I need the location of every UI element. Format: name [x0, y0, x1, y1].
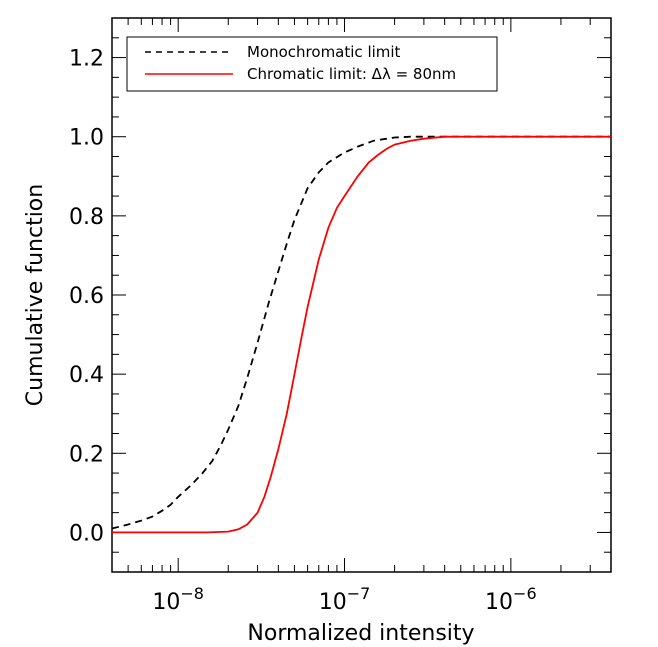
y-tick-label: 0.0 — [69, 521, 104, 546]
y-tick-label: 1.0 — [69, 126, 104, 151]
series-layer — [111, 135, 611, 534]
legend: Monochromatic limit Chromatic limit: Δλ … — [126, 36, 498, 92]
x-axis-title: Normalized intensity — [247, 621, 474, 646]
legend-box — [126, 36, 498, 92]
legend-label-monochromatic: Monochromatic limit — [247, 43, 401, 61]
y-tick-label: 0.4 — [69, 363, 104, 388]
axis-ticks: 0.0 0.2 0.4 0.6 0.8 1.0 1.2 10−8 10−7 10−6 — [69, 17, 612, 615]
series-line-monochromatic — [111, 135, 611, 530]
y-tick-label: 0.2 — [69, 442, 104, 467]
y-axis-title: Cumulative function — [23, 184, 48, 406]
x-tick-label: 10−6 — [485, 584, 537, 615]
legend-label-chromatic: Chromatic limit: Δλ = 80nm — [247, 65, 456, 83]
x-tick-label: 10−8 — [152, 584, 204, 615]
series-line-chromatic — [112, 135, 611, 534]
x-tick-label: 10−7 — [319, 584, 371, 615]
y-tick-label: 0.6 — [69, 284, 104, 309]
y-tick-label: 0.8 — [69, 205, 104, 230]
y-tick-label: 1.2 — [69, 47, 104, 72]
